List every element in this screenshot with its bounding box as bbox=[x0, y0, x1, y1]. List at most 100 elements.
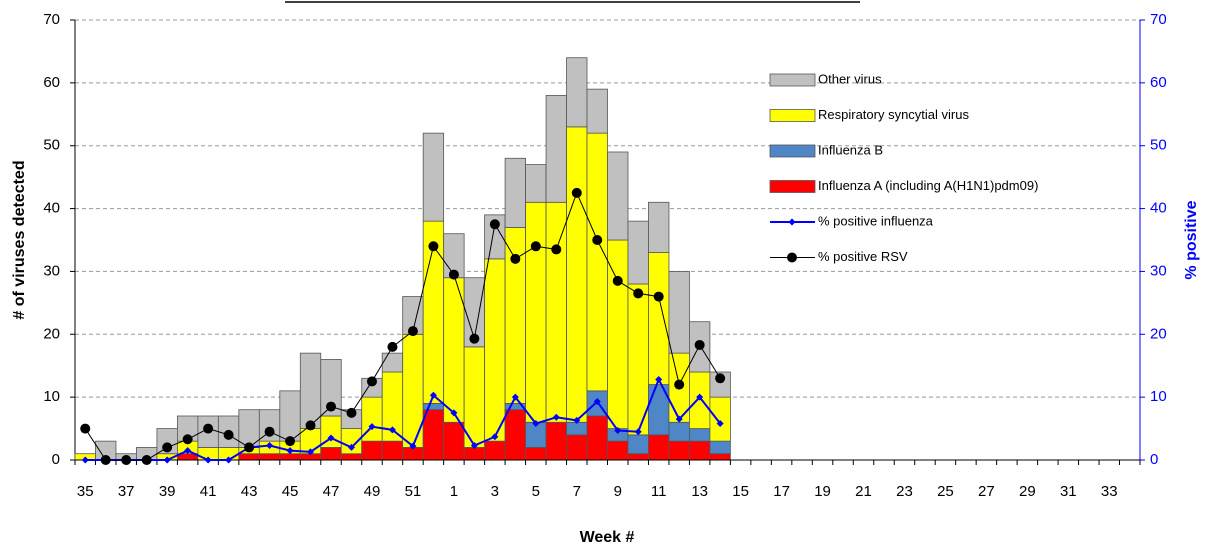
y-tick-label: 70 bbox=[43, 11, 60, 28]
bar-segment bbox=[648, 252, 670, 385]
bar-segment bbox=[709, 440, 731, 455]
bar-segment bbox=[525, 164, 547, 203]
y-tick-label: 20 bbox=[43, 325, 60, 342]
bar-segment bbox=[627, 220, 649, 285]
bar-segment bbox=[279, 390, 301, 442]
y2-tick-label: 50 bbox=[1150, 137, 1167, 154]
bar-segment bbox=[566, 57, 588, 128]
line-marker bbox=[307, 448, 315, 456]
line-marker bbox=[203, 423, 214, 434]
x-tick-label: 5 bbox=[532, 483, 540, 500]
bar-segment bbox=[586, 415, 608, 461]
bar-segment bbox=[238, 453, 260, 461]
line-marker bbox=[573, 416, 581, 424]
bar-segment bbox=[566, 421, 588, 436]
line-marker bbox=[407, 326, 418, 337]
bar-segment bbox=[689, 440, 711, 461]
bar-segment bbox=[709, 453, 731, 461]
line-marker bbox=[305, 420, 316, 431]
line-marker bbox=[571, 187, 582, 198]
bar-segment bbox=[525, 201, 547, 423]
line-marker bbox=[81, 456, 89, 464]
y2-tick-label: 70 bbox=[1150, 11, 1167, 28]
y2-tick-label: 60 bbox=[1150, 74, 1167, 91]
bar-segment bbox=[504, 409, 526, 461]
x-tick-label: 49 bbox=[364, 483, 381, 500]
line-marker bbox=[694, 339, 705, 350]
y-tick-label: 60 bbox=[43, 74, 60, 91]
y2-tick-label: 30 bbox=[1150, 262, 1167, 279]
legend-label: Influenza B bbox=[818, 142, 883, 157]
line-marker bbox=[696, 393, 704, 401]
line-marker bbox=[448, 269, 459, 280]
bar-segment bbox=[258, 453, 281, 461]
line-marker bbox=[80, 423, 91, 434]
x-tick-label: 17 bbox=[773, 483, 790, 500]
line-marker bbox=[121, 455, 132, 465]
line-marker bbox=[368, 423, 376, 431]
line-marker bbox=[327, 434, 335, 442]
bar-segment bbox=[299, 352, 322, 429]
line-marker bbox=[428, 241, 439, 252]
x-tick-label: 25 bbox=[937, 483, 954, 500]
bar-segment bbox=[648, 201, 670, 253]
line-marker bbox=[653, 291, 664, 302]
legend-label: % positive influenza bbox=[818, 213, 934, 228]
y-tick-label: 0 bbox=[52, 451, 60, 468]
line-marker bbox=[388, 426, 396, 434]
bar-segment bbox=[279, 453, 301, 461]
line-marker bbox=[409, 442, 417, 450]
bar-segment bbox=[422, 132, 445, 222]
line-marker bbox=[387, 341, 398, 352]
line-marker bbox=[264, 426, 275, 437]
bar-segment bbox=[422, 409, 445, 461]
bar-segment bbox=[668, 421, 690, 442]
line-marker bbox=[286, 447, 294, 455]
x-tick-label: 19 bbox=[814, 483, 831, 500]
line-marker bbox=[552, 413, 560, 421]
line-marker bbox=[244, 442, 255, 453]
line-marker bbox=[470, 442, 478, 450]
bar-segment bbox=[586, 88, 608, 134]
bar-segment bbox=[381, 352, 404, 373]
line-marker bbox=[491, 433, 499, 441]
line-marker bbox=[634, 428, 642, 436]
bar-segment bbox=[607, 239, 629, 429]
line-marker bbox=[715, 373, 726, 384]
line-marker bbox=[163, 456, 171, 464]
bar-segment bbox=[627, 434, 649, 455]
bar-segment bbox=[709, 371, 731, 398]
y2-tick-label: 40 bbox=[1150, 200, 1167, 217]
bar-segment bbox=[361, 440, 383, 461]
x-tick-label: 43 bbox=[241, 483, 258, 500]
legend-swatch bbox=[769, 144, 816, 158]
bar-segment bbox=[443, 421, 465, 461]
bar-segment bbox=[504, 227, 526, 404]
bar-segment bbox=[668, 271, 690, 354]
line-marker bbox=[532, 420, 540, 428]
bar-segment bbox=[525, 447, 547, 461]
x-tick-label: 13 bbox=[691, 483, 708, 500]
line-marker bbox=[511, 393, 519, 401]
x-tick-label: 33 bbox=[1101, 483, 1118, 500]
line-marker bbox=[223, 429, 234, 440]
line-marker bbox=[100, 455, 111, 465]
y2-tick-label: 0 bbox=[1150, 451, 1158, 468]
bar-segment bbox=[586, 132, 608, 392]
y-axis-title: # of viruses detected bbox=[11, 160, 28, 319]
x-tick-label: 29 bbox=[1019, 483, 1036, 500]
bar-segment bbox=[484, 258, 506, 442]
line-marker bbox=[347, 443, 355, 451]
series-line bbox=[85, 377, 721, 461]
y2-tick-label: 20 bbox=[1150, 325, 1167, 342]
x-tick-label: 37 bbox=[118, 483, 135, 500]
bar-segment bbox=[484, 440, 506, 461]
x-tick-label: 31 bbox=[1060, 483, 1077, 500]
bar-segment bbox=[545, 201, 567, 423]
line-marker bbox=[489, 219, 500, 230]
bar-segment bbox=[648, 434, 670, 461]
line-marker bbox=[346, 407, 357, 418]
bar-segment bbox=[504, 157, 526, 228]
line-marker bbox=[593, 398, 601, 406]
legend-swatch bbox=[769, 109, 816, 122]
